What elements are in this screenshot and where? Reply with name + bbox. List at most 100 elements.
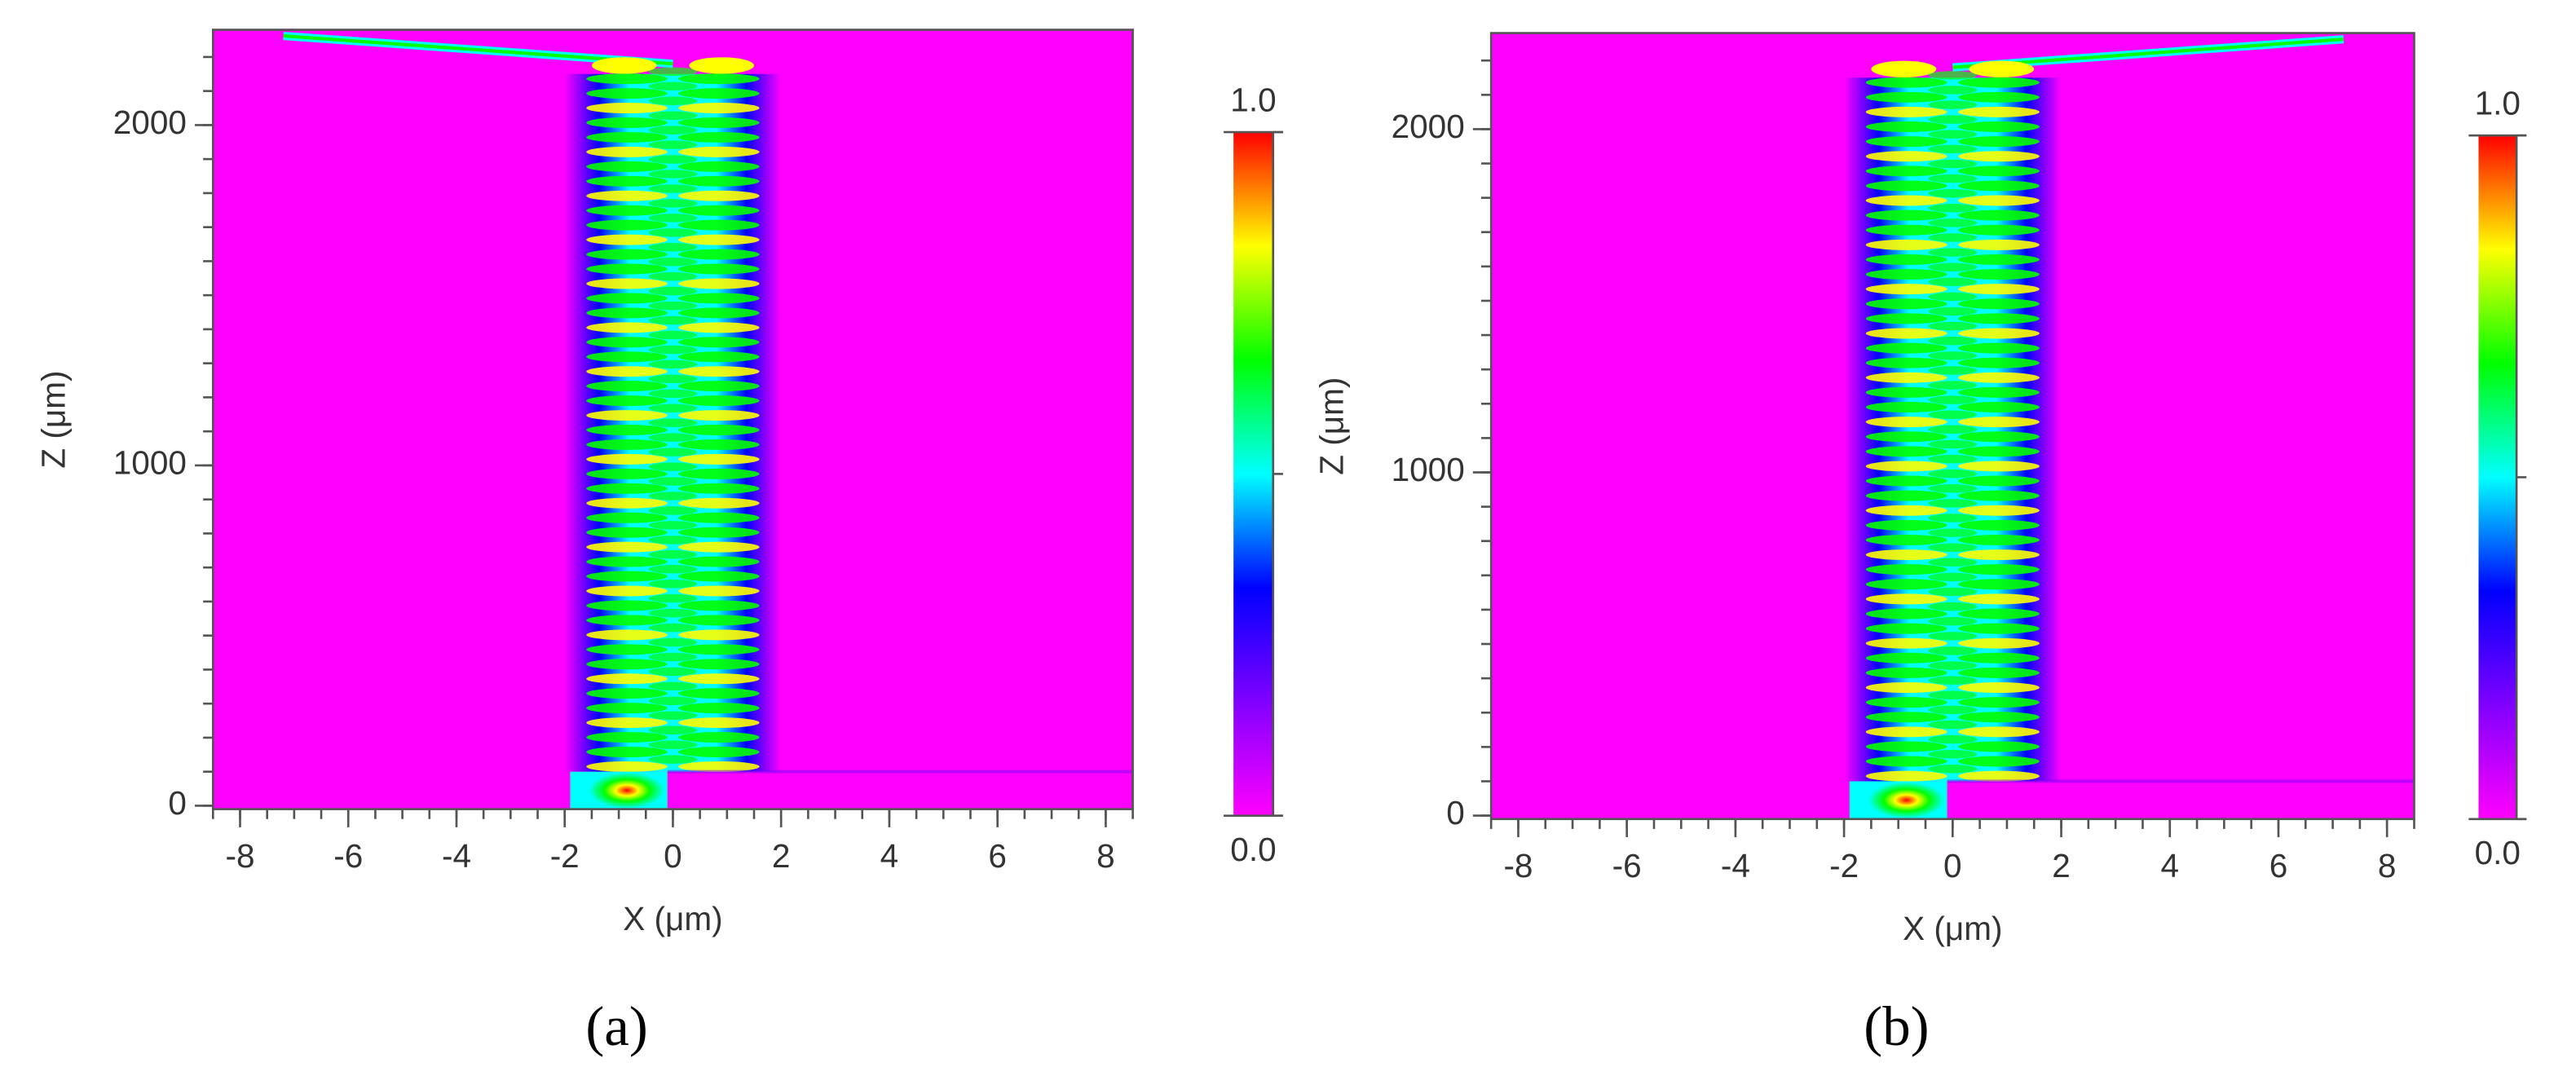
field-lobe (678, 673, 760, 685)
field-lobe (648, 623, 698, 633)
field-lobe (1957, 431, 2040, 443)
field-lobe (678, 497, 760, 509)
field-lobe (1865, 579, 1947, 590)
field-lobe (586, 88, 668, 99)
field-lobe (1865, 652, 1947, 664)
field-lobe (1865, 490, 1947, 501)
field-lobe (1865, 726, 1947, 738)
field-lobe (1865, 431, 1947, 443)
field-lobe (1865, 623, 1947, 634)
field-lobe (1928, 410, 1978, 420)
field-lobe (586, 717, 668, 729)
field-lobe (586, 483, 668, 494)
field-lobe (1928, 351, 1978, 360)
field-lobe (648, 301, 698, 311)
y-tick-label: 0 (1446, 794, 1465, 831)
field-lobe (586, 293, 668, 304)
field-lobe (586, 381, 668, 392)
field-lobe (648, 725, 698, 735)
field-lobe (648, 564, 698, 574)
field-lobe (1928, 262, 1978, 271)
field-lobe (678, 103, 760, 114)
field-lobe (678, 585, 760, 597)
field-lobe (1957, 313, 2040, 324)
field-lobe (1865, 637, 1947, 649)
field-lobe (586, 351, 668, 363)
field-lobe (1957, 106, 2040, 117)
field-lobe (586, 219, 668, 231)
field-lobe (1865, 91, 1947, 103)
y-tick-label: 2000 (1392, 108, 1465, 145)
field-lobe (648, 652, 698, 662)
field-lobe (1865, 475, 1947, 487)
field-lobe (586, 673, 668, 685)
field-lobe (1957, 534, 2040, 545)
field-lobe (678, 88, 760, 99)
field-lobe (648, 345, 698, 355)
field-lobe (1928, 720, 1978, 730)
y-tick-label: 2000 (113, 104, 187, 141)
field-lobe (1928, 484, 1978, 493)
field-lobe (1865, 697, 1947, 708)
field-lobe (586, 541, 668, 553)
input-spot (589, 772, 665, 809)
field-lobe (678, 381, 760, 392)
field-lobe (648, 82, 698, 91)
field-lobe (1957, 697, 2040, 708)
field-lobe (648, 214, 698, 223)
field-lobe (648, 536, 698, 545)
output-lobe (1871, 60, 1937, 77)
field-lobe (1928, 425, 1978, 434)
field-lobe (678, 688, 760, 699)
field-lobe (678, 732, 760, 743)
field-lobe (678, 468, 760, 479)
field-lobe (648, 593, 698, 603)
field-lobe (648, 184, 698, 193)
field-lobe (1928, 321, 1978, 331)
field-lobe (1928, 248, 1978, 257)
field-lobe (586, 337, 668, 348)
field-lobe (1865, 342, 1947, 354)
field-map (1491, 33, 2415, 819)
field-lobe (1928, 233, 1978, 242)
field-lobe (678, 410, 760, 421)
field-lobe (1865, 180, 1947, 192)
field-lobe (586, 703, 668, 714)
field-lobe (678, 483, 760, 494)
field-lobe (1957, 121, 2040, 132)
x-tick-label: 4 (2160, 847, 2179, 884)
colorbar-tick-label: 0.0 (1230, 831, 1276, 868)
field-lobe (586, 615, 668, 626)
field-lobe (678, 366, 760, 377)
field-lobe (1957, 342, 2040, 354)
y-tick-label: 0 (168, 784, 187, 822)
field-lobe (1957, 77, 2040, 88)
field-lobe (1865, 756, 1947, 767)
field-lobe (1865, 549, 1947, 561)
field-lobe (1928, 277, 1978, 287)
field-lobe (678, 512, 760, 523)
field-lobe (678, 615, 760, 626)
field-lobe (1865, 357, 1947, 368)
field-lobe (678, 629, 760, 641)
field-lobe (1928, 306, 1978, 316)
field-lobe (586, 131, 668, 143)
field-lobe (678, 453, 760, 465)
input-edge (667, 770, 1133, 774)
field-lobe (1928, 218, 1978, 227)
field-lobe (678, 249, 760, 260)
field-lobe (586, 659, 668, 670)
field-lobe (586, 161, 668, 172)
field-lobe (678, 234, 760, 245)
field-lobe (1957, 667, 2040, 678)
colorbar-tick-label: 1.0 (1230, 81, 1276, 118)
colorbar-tick-label: 0.0 (2475, 834, 2521, 871)
field-lobe (648, 550, 698, 559)
colorbar (2478, 135, 2517, 819)
field-lobe (586, 307, 668, 319)
field-lobe (1957, 623, 2040, 634)
field-lobe (1928, 144, 1978, 154)
field-lobe (678, 175, 760, 187)
field-lobe (1865, 534, 1947, 545)
